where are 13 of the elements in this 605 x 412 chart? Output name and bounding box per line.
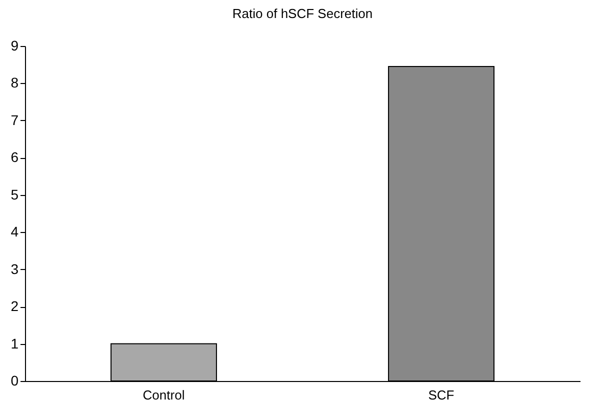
y-tick-label: 0 [10, 372, 19, 388]
y-tick-label: 4 [10, 224, 19, 240]
y-tick-label: 6 [10, 149, 19, 166]
x-tick-label: SCF [428, 388, 454, 402]
y-tick-label: 2 [10, 298, 19, 314]
y-tick-label: 3 [10, 260, 19, 277]
y-tick-label: 5 [10, 186, 19, 202]
x-tick-label: Control [142, 388, 185, 402]
y-tick-label: 7 [10, 112, 19, 128]
y-tick-label: 1 [10, 335, 19, 352]
y-tick-label: 9 [10, 38, 19, 54]
chart-title: Ratio of hSCF Secretion [232, 6, 373, 21]
y-tick-label: 8 [10, 74, 19, 91]
